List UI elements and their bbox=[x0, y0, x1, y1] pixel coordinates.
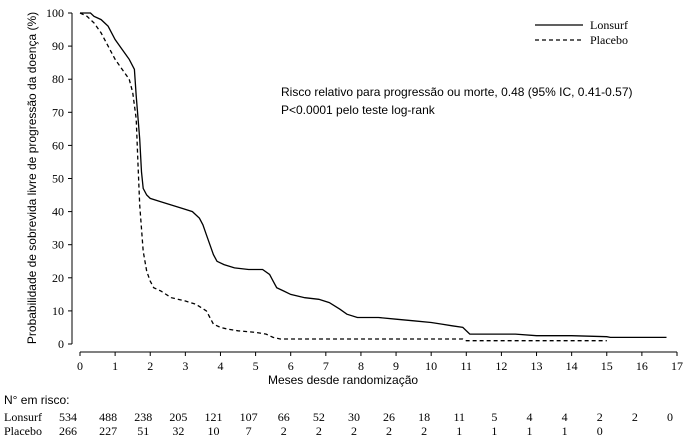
y-axis-label: Probabilidade de sobrevida livre de prog… bbox=[25, 12, 39, 344]
risk-value: 238 bbox=[134, 410, 152, 424]
risk-value: 11 bbox=[454, 410, 466, 424]
risk-value: 2 bbox=[421, 424, 427, 438]
risk-value: 4 bbox=[562, 410, 568, 424]
y-tick-label: 0 bbox=[58, 337, 64, 351]
series-line-lonsurf bbox=[80, 12, 667, 339]
x-tick-label: 10 bbox=[425, 359, 437, 373]
pvalue-annotation: P<0.0001 pelo teste log-rank bbox=[281, 103, 436, 117]
y-tick-label: 20 bbox=[52, 271, 64, 285]
x-tick-label: 8 bbox=[358, 359, 364, 373]
risk-value: 2 bbox=[351, 424, 357, 438]
y-tick-label: 100 bbox=[46, 6, 64, 20]
risk-value: 0 bbox=[597, 424, 603, 438]
legend-label-lonsurf: Lonsurf bbox=[590, 18, 628, 32]
y-tick-label: 90 bbox=[52, 39, 64, 53]
risk-value: 2 bbox=[281, 424, 287, 438]
risk-value: 2 bbox=[386, 424, 392, 438]
y-tick-label: 50 bbox=[52, 172, 64, 186]
y-tick-label: 30 bbox=[52, 238, 64, 252]
risk-value: 30 bbox=[348, 410, 360, 424]
legend-label-placebo: Placebo bbox=[590, 33, 628, 47]
y-tick-label: 40 bbox=[52, 205, 64, 219]
risk-value: 2 bbox=[597, 410, 603, 424]
hazard-ratio-annotation: Risco relativo para progressão ou morte,… bbox=[281, 85, 633, 99]
x-tick-label: 12 bbox=[495, 359, 507, 373]
risk-value: 1 bbox=[456, 424, 462, 438]
risk-value: 1 bbox=[562, 424, 568, 438]
risk-value: 205 bbox=[169, 410, 187, 424]
risk-value: 2 bbox=[632, 410, 638, 424]
x-tick-label: 0 bbox=[77, 359, 83, 373]
x-tick-label: 9 bbox=[393, 359, 399, 373]
legend: Lonsurf Placebo bbox=[535, 18, 628, 47]
risk-value: 266 bbox=[59, 424, 77, 438]
x-tick-label: 5 bbox=[253, 359, 259, 373]
y-tick-label: 80 bbox=[52, 72, 64, 86]
x-tick-label: 3 bbox=[182, 359, 188, 373]
risk-value: 1 bbox=[527, 424, 533, 438]
risk-value: 534 bbox=[59, 410, 77, 424]
x-tick-label: 15 bbox=[601, 359, 613, 373]
risk-value: 5 bbox=[491, 410, 497, 424]
x-tick-label: 17 bbox=[671, 359, 683, 373]
risk-value: 18 bbox=[418, 410, 430, 424]
risk-value: 51 bbox=[137, 424, 149, 438]
risk-value: 4 bbox=[527, 410, 533, 424]
risk-value: 52 bbox=[313, 410, 325, 424]
risk-table: Lonsurf 534 488 238 205 121 107 66 52 30 26 18 11 5 4 4… bbox=[4, 410, 673, 438]
risk-value: 488 bbox=[99, 410, 117, 424]
y-tick-label: 70 bbox=[52, 105, 64, 119]
risk-row-label: Lonsurf bbox=[4, 410, 42, 424]
x-axis-label: Meses desde randomização bbox=[268, 373, 418, 387]
series-line-placebo bbox=[79, 12, 607, 342]
x-tick-label: 13 bbox=[531, 359, 543, 373]
risk-table-title: N° em risco: bbox=[4, 393, 69, 407]
x-tick-label: 6 bbox=[288, 359, 294, 373]
risk-row-label: Placebo bbox=[4, 424, 42, 438]
x-tick-label: 16 bbox=[636, 359, 648, 373]
risk-value: 7 bbox=[246, 424, 252, 438]
risk-value: 2 bbox=[316, 424, 322, 438]
y-tick-label: 60 bbox=[52, 138, 64, 152]
x-tick-label: 11 bbox=[461, 359, 473, 373]
risk-value: 26 bbox=[383, 410, 395, 424]
risk-value: 227 bbox=[99, 424, 117, 438]
risk-value: 66 bbox=[278, 410, 290, 424]
series-layer bbox=[79, 12, 667, 342]
risk-value: 107 bbox=[240, 410, 258, 424]
risk-value: 10 bbox=[207, 424, 219, 438]
risk-value: 121 bbox=[204, 410, 222, 424]
x-tick-label: 4 bbox=[217, 359, 223, 373]
risk-value: 32 bbox=[172, 424, 184, 438]
x-tick-label: 14 bbox=[566, 359, 578, 373]
x-tick-label: 2 bbox=[147, 359, 153, 373]
risk-value: 0 bbox=[667, 410, 673, 424]
x-tick-label: 7 bbox=[323, 359, 329, 373]
x-tick-label: 1 bbox=[112, 359, 118, 373]
y-tick-label: 10 bbox=[52, 304, 64, 318]
risk-value: 1 bbox=[491, 424, 497, 438]
